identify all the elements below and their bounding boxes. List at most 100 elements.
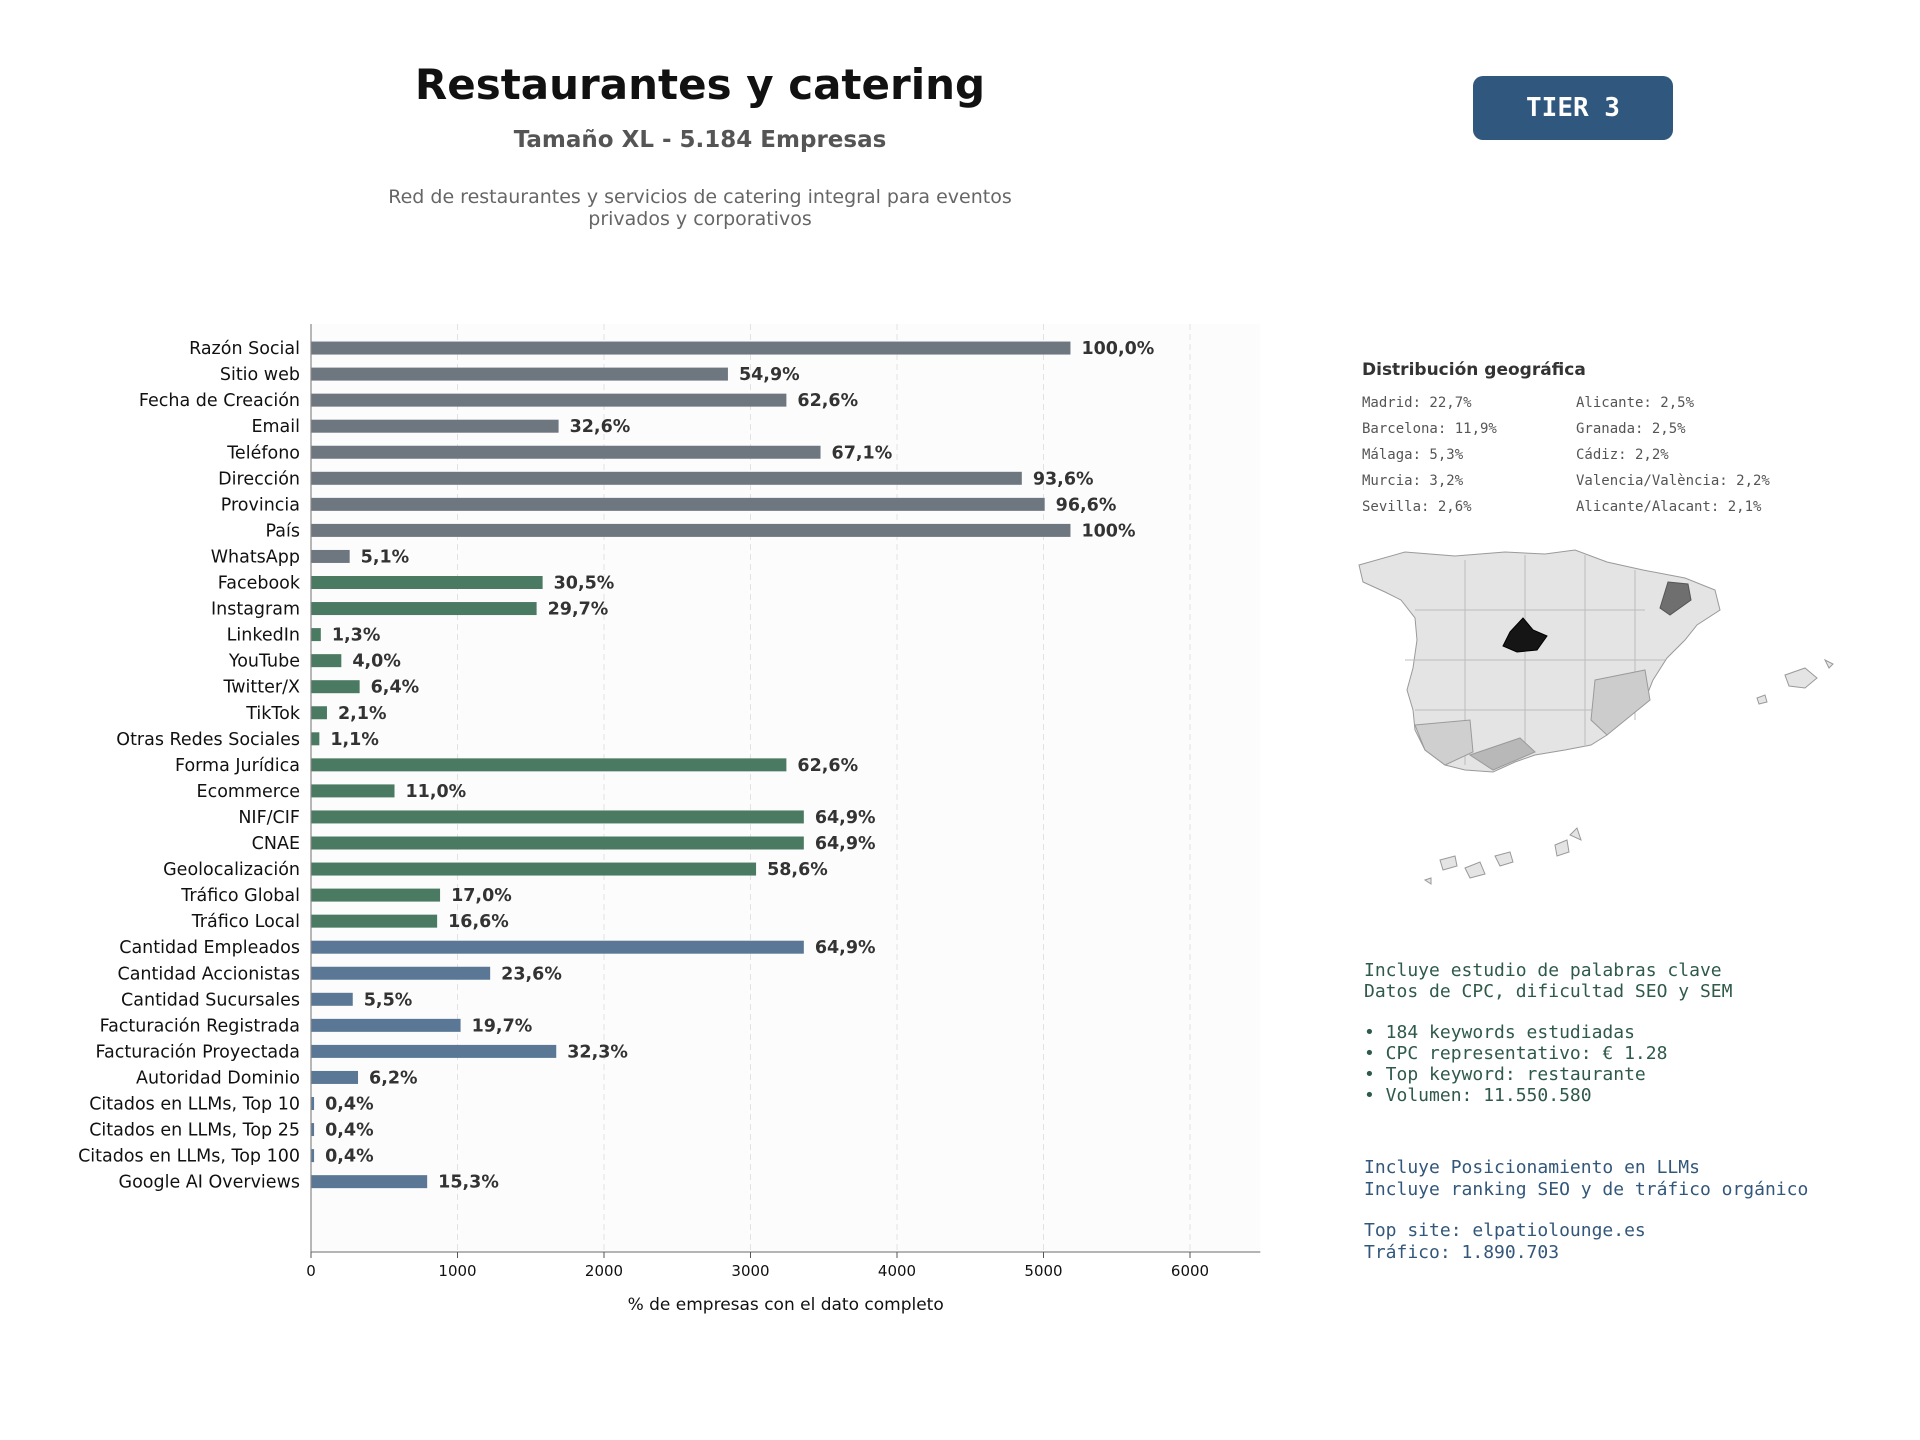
traffic: Tráfico: 1.890.703 (1364, 1242, 1560, 1263)
category-label: Facturación Registrada (100, 1016, 300, 1036)
category-label: Twitter/X (222, 678, 300, 698)
data-label: 2,1% (338, 704, 387, 724)
llm-line: Incluye ranking SEO y de tráfico orgánic… (1364, 1179, 1809, 1200)
tier-badge: TIER 3 (1473, 76, 1673, 140)
data-label: 23,6% (501, 964, 562, 984)
bar (311, 940, 804, 954)
page-subtitle: Tamaño XL - 5.184 Empresas (513, 127, 887, 153)
canary-islands (1423, 827, 1582, 885)
data-label: 96,6% (1056, 495, 1117, 515)
region-malaga (1468, 737, 1536, 771)
category-label: CNAE (252, 834, 300, 854)
data-label: 0,4% (325, 1121, 374, 1141)
bar (311, 549, 350, 563)
bar (311, 497, 1045, 511)
category-label: Citados en LLMs, Top 100 (78, 1147, 300, 1167)
geo-title: Distribución geográfica (1362, 360, 1586, 380)
data-label: 17,0% (451, 886, 512, 906)
bar (311, 367, 728, 381)
geo-item: Murcia: 3,2% (1362, 473, 1464, 489)
bar (311, 888, 441, 902)
bar (311, 602, 537, 616)
data-label: 100,0% (1081, 339, 1154, 359)
data-label: 67,1% (832, 443, 893, 463)
bar (311, 810, 804, 824)
keywords-panel: Incluye estudio de palabras clave Datos … (1364, 960, 1884, 1106)
data-label: 5,5% (364, 990, 413, 1010)
category-label: Tráfico Global (180, 886, 300, 906)
category-label: Facturación Proyectada (96, 1042, 300, 1062)
bar (311, 966, 491, 980)
keywords-bullet: • Top keyword: restaurante (1364, 1064, 1646, 1085)
data-label: 4,0% (352, 652, 401, 672)
category-label: Citados en LLMs, Top 25 (89, 1121, 300, 1141)
description-line-1: Red de restaurantes y servicios de cater… (388, 186, 1012, 208)
region-sevilla-cadiz (1414, 719, 1474, 766)
bar (311, 393, 787, 407)
data-label: 32,3% (567, 1042, 628, 1062)
category-label: Ecommerce (197, 782, 300, 802)
geo-item: Alicante: 2,5% (1576, 395, 1695, 411)
x-tick-label: 6000 (1171, 1262, 1209, 1280)
category-label: Google AI Overviews (119, 1173, 300, 1193)
bar (311, 1149, 315, 1163)
x-tick-label: 1000 (438, 1262, 476, 1280)
bar (311, 445, 821, 459)
category-label: Provincia (221, 495, 300, 515)
bar (311, 1175, 428, 1189)
keywords-bullet: • 184 keywords estudiadas (1364, 1022, 1635, 1043)
bar (311, 1097, 315, 1110)
data-label: 62,6% (797, 391, 858, 411)
region-barcelona (1659, 581, 1692, 616)
province-borders (1405, 555, 1665, 765)
category-label: Dirección (218, 469, 300, 489)
data-label: 100% (1081, 521, 1135, 541)
data-label: 58,6% (767, 860, 828, 880)
category-label: Sitio web (220, 365, 300, 385)
x-tick-label: 3000 (731, 1262, 769, 1280)
bar (311, 628, 321, 642)
geo-item: Valencia/València: 2,2% (1576, 473, 1770, 489)
category-label: Autoridad Dominio (136, 1068, 300, 1088)
category-label: LinkedIn (227, 626, 300, 646)
x-tick-label: 4000 (878, 1262, 916, 1280)
bar (311, 1123, 315, 1137)
data-label: 93,6% (1033, 469, 1094, 489)
data-label: 5,1% (361, 547, 410, 567)
data-label: 6,2% (369, 1068, 418, 1088)
category-label: TikTok (245, 704, 301, 724)
bar (311, 341, 1071, 355)
geo-item: Sevilla: 2,6% (1362, 499, 1472, 515)
balearic-islands (1756, 658, 1834, 705)
category-label: Tráfico Local (191, 912, 300, 932)
bar (311, 992, 353, 1006)
geo-item: Madrid: 22,7% (1362, 395, 1472, 411)
bar (311, 1070, 359, 1084)
category-label: NIF/CIF (238, 808, 300, 828)
bar (311, 862, 757, 876)
geo-item: Málaga: 5,3% (1362, 447, 1464, 463)
category-label: Cantidad Sucursales (121, 990, 300, 1010)
category-label: Citados en LLMs, Top 10 (89, 1095, 300, 1115)
category-label: Teléfono (226, 443, 300, 463)
mainland-spain-shape (1358, 549, 1721, 773)
x-tick-label: 2000 (585, 1262, 623, 1280)
region-madrid (1502, 617, 1548, 653)
data-label: 64,9% (815, 938, 876, 958)
data-label: 0,4% (325, 1095, 374, 1115)
x-tick-label: 0 (306, 1262, 316, 1280)
bar (311, 576, 543, 589)
geo-distribution-panel: Distribución geográfica Madrid: 22,7% Al… (1362, 360, 1862, 517)
category-label: Cantidad Empleados (119, 938, 300, 958)
bar (311, 758, 787, 772)
region-murcia-alicante (1590, 669, 1651, 736)
category-label: Facebook (218, 574, 301, 594)
x-tick-label: 5000 (1024, 1262, 1062, 1280)
data-label: 54,9% (739, 365, 800, 385)
keywords-line: Incluye estudio de palabras clave (1364, 960, 1722, 981)
llm-line: Incluye Posicionamiento en LLMs (1364, 1157, 1700, 1178)
description-line-2: privados y corporativos (588, 208, 812, 230)
bar (311, 784, 395, 798)
page-title: Restaurantes y catering (414, 60, 986, 109)
geo-list: Madrid: 22,7% Alicante: 2,5% Barcelona: … (1362, 394, 1862, 517)
